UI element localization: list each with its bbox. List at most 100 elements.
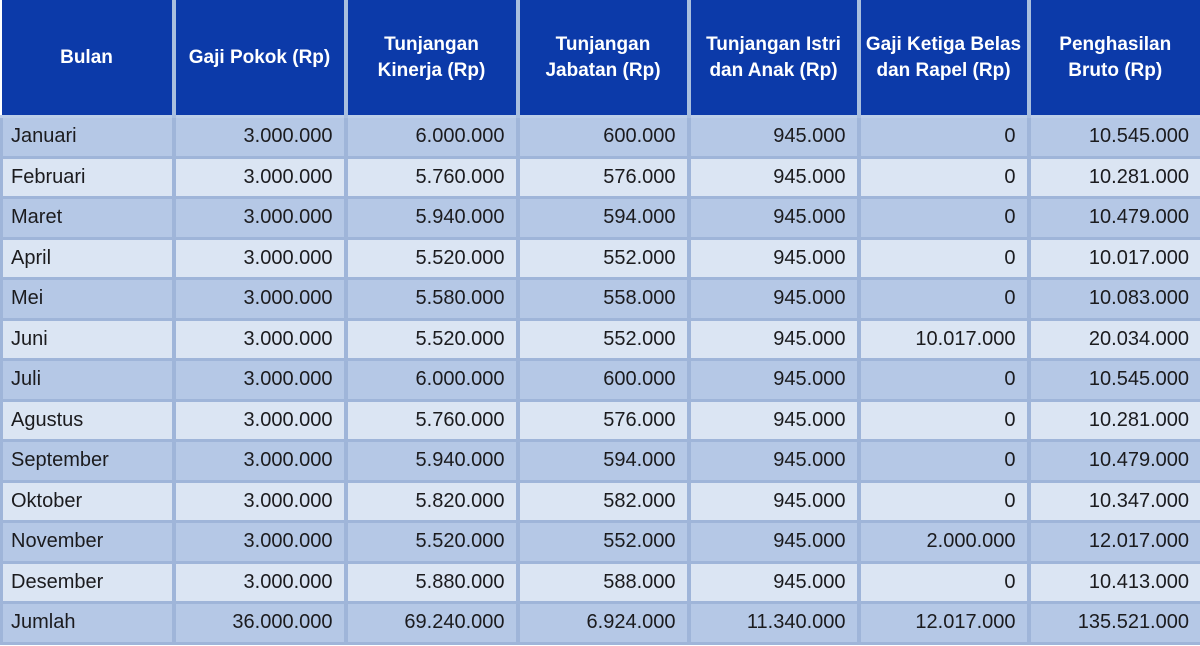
gaji-pokok-cell: 3.000.000 <box>171 115 348 159</box>
month-cell: Januari <box>0 115 176 159</box>
table-row: Maret 3.000.000 5.940.000 594.000 945.00… <box>0 196 1200 240</box>
column-header-gaji-ketiga-belas: Gaji Ketiga Belas dan Rapel (Rp) <box>856 0 1031 118</box>
tunjangan-jabatan-cell: 600.000 <box>515 358 691 402</box>
penghasilan-bruto-cell: 10.545.000 <box>1026 358 1200 402</box>
penghasilan-bruto-cell: 10.545.000 <box>1026 115 1200 159</box>
gaji-ketiga-belas-cell: 2.000.000 <box>856 520 1031 564</box>
gaji-ketiga-belas-cell: 10.017.000 <box>856 317 1031 361</box>
penghasilan-bruto-cell: 10.479.000 <box>1026 196 1200 240</box>
tunjangan-jabatan-cell: 588.000 <box>515 560 691 604</box>
tunjangan-jabatan-cell: 552.000 <box>515 236 691 280</box>
tunjangan-istri-anak-cell: 945.000 <box>686 520 861 564</box>
month-cell: April <box>0 236 176 280</box>
gaji-pokok-cell: 3.000.000 <box>171 196 348 240</box>
penghasilan-bruto-cell: 20.034.000 <box>1026 317 1200 361</box>
month-cell: Juni <box>0 317 176 361</box>
column-header-penghasilan-bruto: Penghasilan Bruto (Rp) <box>1026 0 1200 118</box>
month-cell: Oktober <box>0 479 176 523</box>
tunjangan-istri-anak-cell: 945.000 <box>686 560 861 604</box>
tunjangan-kinerja-cell: 5.520.000 <box>343 317 520 361</box>
gaji-ketiga-belas-cell: 0 <box>856 560 1031 604</box>
gaji-pokok-cell: 3.000.000 <box>171 439 348 483</box>
gaji-ketiga-belas-cell: 12.017.000 <box>856 601 1031 645</box>
penghasilan-bruto-cell: 10.281.000 <box>1026 155 1200 199</box>
tunjangan-istri-anak-cell: 945.000 <box>686 196 861 240</box>
tunjangan-jabatan-cell: 576.000 <box>515 398 691 442</box>
tunjangan-kinerja-cell: 69.240.000 <box>343 601 520 645</box>
tunjangan-jabatan-cell: 552.000 <box>515 317 691 361</box>
month-cell: Jumlah <box>0 601 176 645</box>
column-header-tunjangan-istri-anak: Tunjangan Istri dan Anak (Rp) <box>686 0 861 118</box>
tunjangan-jabatan-cell: 552.000 <box>515 520 691 564</box>
table-row: Januari 3.000.000 6.000.000 600.000 945.… <box>0 115 1200 159</box>
penghasilan-bruto-cell: 135.521.000 <box>1026 601 1200 645</box>
tunjangan-kinerja-cell: 5.940.000 <box>343 196 520 240</box>
gaji-ketiga-belas-cell: 0 <box>856 398 1031 442</box>
table-row: Mei 3.000.000 5.580.000 558.000 945.000 … <box>0 277 1200 321</box>
column-header-tunjangan-kinerja: Tunjangan Kinerja (Rp) <box>343 0 520 118</box>
tunjangan-jabatan-cell: 594.000 <box>515 196 691 240</box>
tunjangan-jabatan-cell: 558.000 <box>515 277 691 321</box>
gaji-ketiga-belas-cell: 0 <box>856 115 1031 159</box>
table-row: September 3.000.000 5.940.000 594.000 94… <box>0 439 1200 483</box>
tunjangan-kinerja-cell: 6.000.000 <box>343 115 520 159</box>
tunjangan-kinerja-cell: 5.760.000 <box>343 398 520 442</box>
tunjangan-istri-anak-cell: 11.340.000 <box>686 601 861 645</box>
tunjangan-istri-anak-cell: 945.000 <box>686 398 861 442</box>
tunjangan-kinerja-cell: 6.000.000 <box>343 358 520 402</box>
gaji-ketiga-belas-cell: 0 <box>856 236 1031 280</box>
header-row: Bulan Gaji Pokok (Rp) Tunjangan Kinerja … <box>1 0 1200 118</box>
tunjangan-istri-anak-cell: 945.000 <box>686 317 861 361</box>
tunjangan-kinerja-cell: 5.760.000 <box>343 155 520 199</box>
month-cell: September <box>0 439 176 483</box>
tunjangan-jabatan-cell: 6.924.000 <box>515 601 691 645</box>
tunjangan-kinerja-cell: 5.880.000 <box>343 560 520 604</box>
total-row: Jumlah 36.000.000 69.240.000 6.924.000 1… <box>0 601 1200 645</box>
gaji-ketiga-belas-cell: 0 <box>856 479 1031 523</box>
month-cell: Desember <box>0 560 176 604</box>
table-row: Desember 3.000.000 5.880.000 588.000 945… <box>0 560 1200 604</box>
tunjangan-istri-anak-cell: 945.000 <box>686 115 861 159</box>
tunjangan-istri-anak-cell: 945.000 <box>686 155 861 199</box>
month-cell: Juli <box>0 358 176 402</box>
tunjangan-kinerja-cell: 5.820.000 <box>343 479 520 523</box>
gaji-ketiga-belas-cell: 0 <box>856 358 1031 402</box>
gaji-ketiga-belas-cell: 0 <box>856 277 1031 321</box>
tunjangan-istri-anak-cell: 945.000 <box>686 439 861 483</box>
table-row: April 3.000.000 5.520.000 552.000 945.00… <box>0 236 1200 280</box>
table-row: Juni 3.000.000 5.520.000 552.000 945.000… <box>0 317 1200 361</box>
gaji-pokok-cell: 3.000.000 <box>171 277 348 321</box>
gaji-pokok-cell: 3.000.000 <box>171 236 348 280</box>
table-row: Februari 3.000.000 5.760.000 576.000 945… <box>0 155 1200 199</box>
column-header-bulan: Bulan <box>1 0 176 118</box>
gaji-pokok-cell: 3.000.000 <box>171 479 348 523</box>
month-cell: Maret <box>0 196 176 240</box>
month-cell: Mei <box>0 277 176 321</box>
tunjangan-jabatan-cell: 594.000 <box>515 439 691 483</box>
penghasilan-bruto-cell: 10.083.000 <box>1026 277 1200 321</box>
gaji-pokok-cell: 3.000.000 <box>171 317 348 361</box>
tunjangan-kinerja-cell: 5.940.000 <box>343 439 520 483</box>
table-row: Juli 3.000.000 6.000.000 600.000 945.000… <box>0 358 1200 402</box>
tunjangan-istri-anak-cell: 945.000 <box>686 277 861 321</box>
tunjangan-kinerja-cell: 5.580.000 <box>343 277 520 321</box>
tunjangan-jabatan-cell: 576.000 <box>515 155 691 199</box>
tunjangan-kinerja-cell: 5.520.000 <box>343 520 520 564</box>
month-cell: Februari <box>0 155 176 199</box>
table-row: Oktober 3.000.000 5.820.000 582.000 945.… <box>0 479 1200 523</box>
gaji-pokok-cell: 3.000.000 <box>171 358 348 402</box>
gaji-pokok-cell: 3.000.000 <box>171 560 348 604</box>
tunjangan-istri-anak-cell: 945.000 <box>686 236 861 280</box>
penghasilan-bruto-cell: 10.017.000 <box>1026 236 1200 280</box>
tunjangan-istri-anak-cell: 945.000 <box>686 358 861 402</box>
penghasilan-bruto-cell: 10.281.000 <box>1026 398 1200 442</box>
gaji-ketiga-belas-cell: 0 <box>856 439 1031 483</box>
tunjangan-kinerja-cell: 5.520.000 <box>343 236 520 280</box>
penghasilan-bruto-cell: 10.347.000 <box>1026 479 1200 523</box>
table-row: November 3.000.000 5.520.000 552.000 945… <box>0 520 1200 564</box>
gaji-pokok-cell: 3.000.000 <box>171 155 348 199</box>
penghasilan-bruto-cell: 12.017.000 <box>1026 520 1200 564</box>
gaji-pokok-cell: 3.000.000 <box>171 398 348 442</box>
gaji-ketiga-belas-cell: 0 <box>856 196 1031 240</box>
